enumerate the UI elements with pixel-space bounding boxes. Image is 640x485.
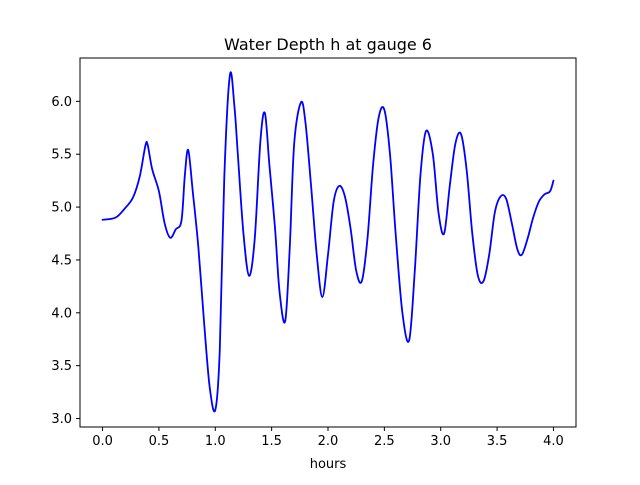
x-tick-label: 4.0	[543, 434, 564, 449]
plot-area	[101, 71, 555, 413]
x-tick-label: 2.0	[318, 434, 339, 449]
x-axis-label: hours	[310, 457, 347, 472]
x-tick-label: 2.5	[374, 434, 395, 449]
y-tick-label: 3.0	[51, 412, 72, 427]
axis-ticks: 0.0 0.5 1.0 1.5 2.0 2.5 3.0 3.5 4.0 3.0 3.5 4.0 4.5 5…	[51, 95, 563, 449]
y-tick-label: 3.5	[51, 359, 72, 374]
series-line-water-depth	[101, 71, 555, 413]
y-tick-label: 4.5	[51, 253, 72, 268]
x-tick-label: 3.5	[487, 434, 508, 449]
x-tick-label: 3.0	[430, 434, 451, 449]
chart-title: Water Depth h at gauge 6	[224, 35, 432, 54]
y-tick-label: 4.0	[51, 306, 72, 321]
x-tick-label: 1.5	[261, 434, 282, 449]
y-tick-label: 6.0	[51, 95, 72, 110]
y-tick-label: 5.0	[51, 201, 72, 216]
y-tick-label: 5.5	[51, 148, 72, 163]
x-tick-label: 0.0	[92, 434, 113, 449]
axes-frame	[79, 57, 577, 428]
x-tick-label: 1.0	[205, 434, 226, 449]
x-tick-label: 0.5	[149, 434, 170, 449]
